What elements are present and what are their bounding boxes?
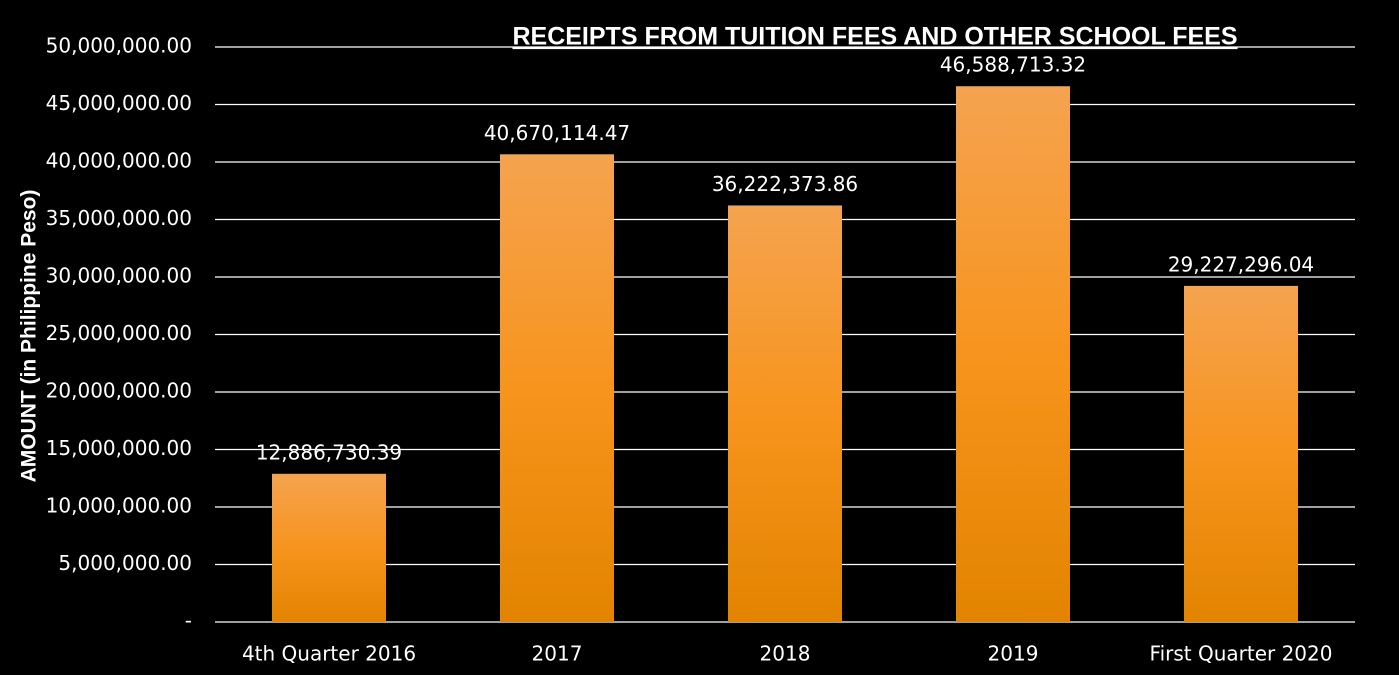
y-tick-label: 35,000,000.00 [46, 206, 192, 230]
x-tick-label: First Quarter 2020 [1150, 642, 1333, 666]
y-tick-label: 50,000,000.00 [46, 34, 192, 58]
data-label: 29,227,296.04 [1168, 252, 1314, 276]
bar [728, 205, 842, 623]
data-label: 40,670,114.47 [484, 121, 630, 145]
y-tick-label: 15,000,000.00 [46, 436, 192, 460]
chart-title: RECEIPTS FROM TUITION FEES AND OTHER SCH… [512, 23, 1237, 51]
y-tick-label: 10,000,000.00 [46, 494, 192, 518]
x-tick-label: 4th Quarter 2016 [242, 642, 416, 666]
bar [500, 154, 614, 622]
y-axis-label: AMOUNT (in Philippine Peso) [18, 190, 41, 483]
data-label: 12,886,730.39 [256, 440, 402, 464]
data-label: 46,588,713.32 [940, 53, 1086, 77]
y-tick-label: - [185, 609, 192, 633]
x-tick-label: 2018 [760, 642, 811, 666]
x-tick-label: 2017 [532, 642, 583, 666]
y-tick-label: 45,000,000.00 [46, 91, 192, 115]
bar [1184, 285, 1298, 622]
y-tick-label: 20,000,000.00 [46, 379, 192, 403]
y-tick-label: 30,000,000.00 [46, 264, 192, 288]
y-tick-label: 5,000,000.00 [58, 551, 192, 575]
bar [956, 86, 1070, 622]
y-tick-label: 25,000,000.00 [46, 321, 192, 345]
bar [272, 473, 386, 622]
x-tick-label: 2019 [988, 642, 1039, 666]
y-tick-label: 40,000,000.00 [46, 149, 192, 173]
data-label: 36,222,373.86 [712, 172, 858, 196]
